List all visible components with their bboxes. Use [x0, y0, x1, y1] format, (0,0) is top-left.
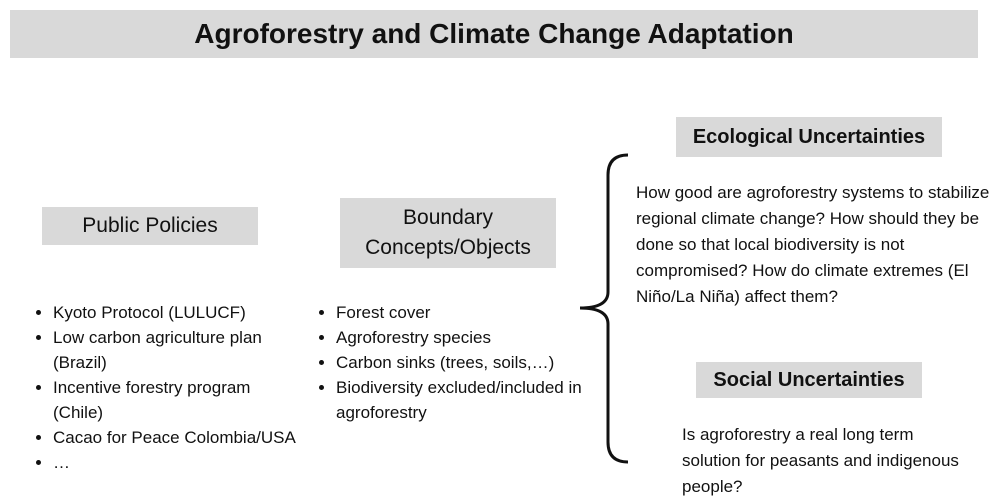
boundary-heading: Boundary Concepts/Objects — [340, 198, 556, 268]
boundary-item: Biodiversity excluded/included in agrofo… — [336, 375, 586, 425]
public-policies-heading: Public Policies — [42, 207, 258, 245]
brace — [579, 153, 629, 464]
boundary-item: Carbon sinks (trees, soils,…) — [336, 350, 586, 375]
boundary-item: Forest cover — [336, 300, 586, 325]
ecological-text: How good are agroforestry systems to sta… — [636, 183, 990, 306]
policy-list: Kyoto Protocol (LULUCF) Low carbon agric… — [30, 300, 305, 475]
boundary-item: Agroforestry species — [336, 325, 586, 350]
title: Agroforestry and Climate Change Adaptati… — [10, 10, 978, 58]
policy-item: Cacao for Peace Colombia/USA — [53, 425, 305, 450]
policy-item: … — [53, 450, 305, 475]
boundary-list: Forest cover Agroforestry species Carbon… — [313, 300, 586, 425]
social-text: Is agroforestry a real long term solutio… — [682, 425, 959, 496]
policy-item: Low carbon agriculture plan (Brazil) — [53, 325, 305, 375]
ecological-heading: Ecological Uncertainties — [676, 117, 942, 157]
policy-item: Incentive forestry program (Chile) — [53, 375, 305, 425]
policy-item: Kyoto Protocol (LULUCF) — [53, 300, 305, 325]
social-heading: Social Uncertainties — [696, 362, 922, 398]
